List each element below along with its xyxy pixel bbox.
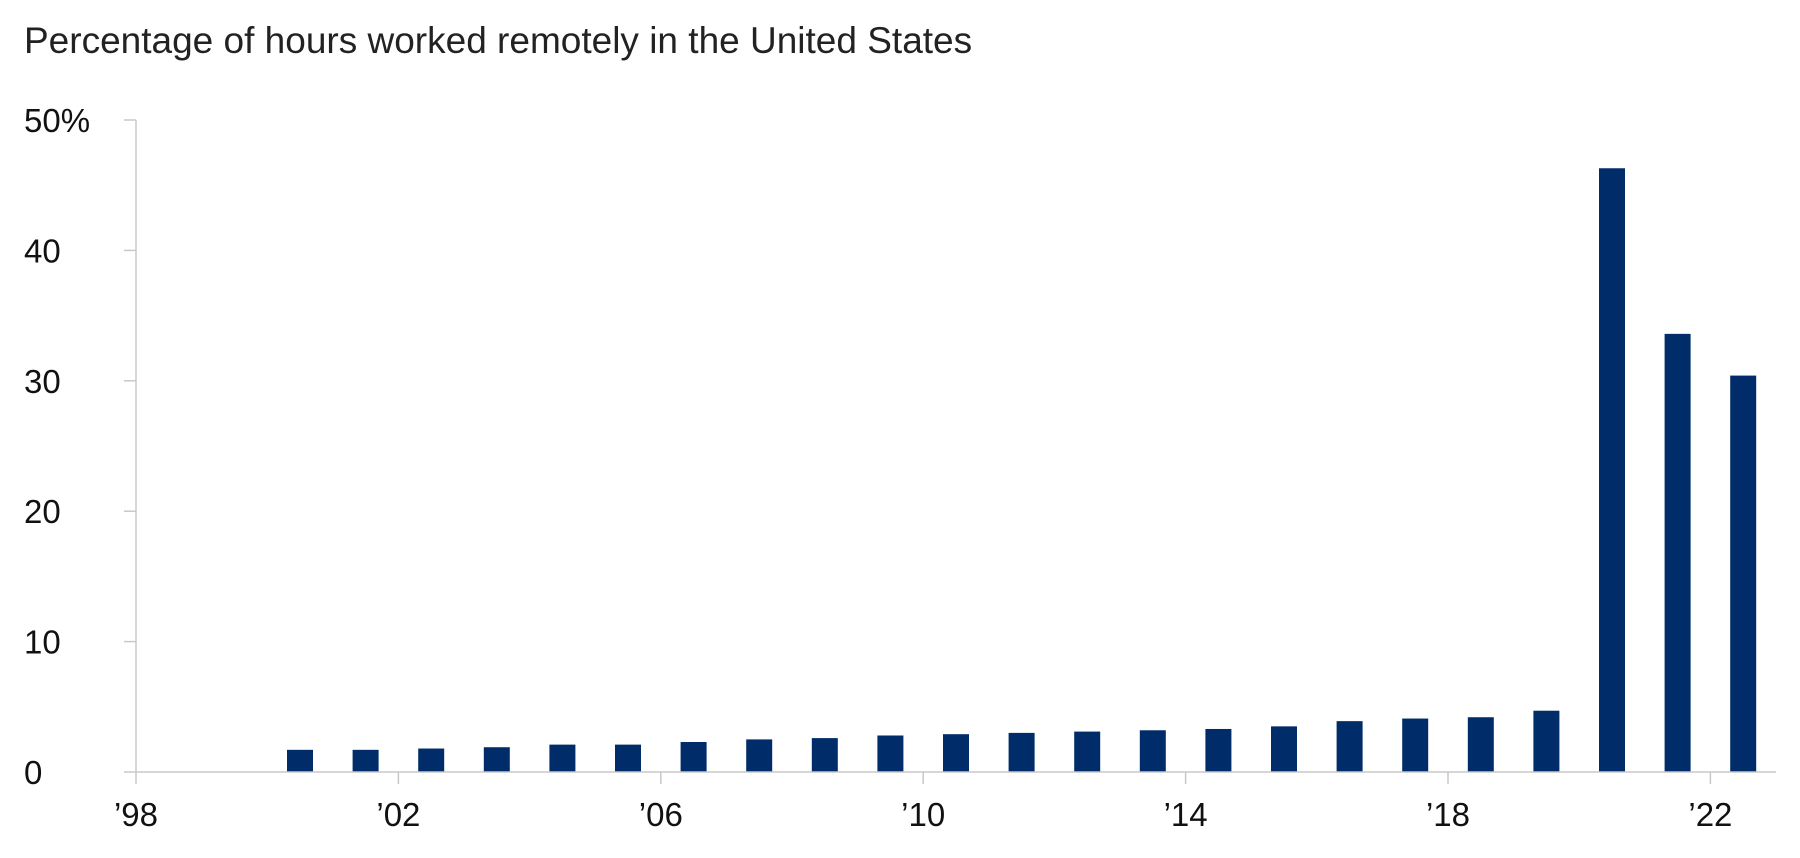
bar-2011 [1008,732,1035,772]
y-tick-label: 10 [24,624,61,661]
bar-2019 [1533,710,1560,772]
labels-layer: 0 10 20 30 40 50% ’98 ’02 ’06 ’10 ’14 ’18 ’22 [24,102,1732,833]
bar-2006 [680,742,707,772]
x-tick-label: ’10 [901,796,945,833]
x-tick-label: ’06 [639,796,683,833]
bar-2020 [1599,168,1625,772]
x-tick-label: ’18 [1426,796,1470,833]
bar-2002 [418,748,445,772]
bar-2009 [877,735,904,772]
x-tick-label: ’02 [376,796,420,833]
bar-2000 [287,749,313,772]
bar-2005 [615,744,641,772]
y-tick-label: 20 [24,493,61,530]
bar-2022 [1730,375,1757,772]
bar-2004 [549,744,576,772]
bar-2008 [811,738,838,772]
chart-title: Percentage of hours worked remotely in t… [24,20,973,61]
y-tick-label: 0 [24,754,42,791]
bar-2018 [1467,717,1494,772]
bar-2003 [483,747,510,772]
bar-2015 [1271,726,1297,772]
bars-layer [287,168,1757,772]
bar-2016 [1336,721,1363,772]
bar-2007 [746,739,773,772]
bar-2010 [943,734,969,772]
y-tick-label: 40 [24,232,61,269]
bar-2012 [1074,731,1101,772]
x-tick-label: ’14 [1164,796,1208,833]
x-tick-label: ’98 [114,796,158,833]
bar-2001 [352,749,379,772]
bar-2013 [1139,730,1166,772]
bar-2021 [1664,333,1691,772]
x-tick-label: ’22 [1688,796,1732,833]
bar-2014 [1205,728,1232,772]
y-tick-label: 50% [24,102,90,139]
axes-layer [124,119,1776,784]
bar-2017 [1402,718,1429,772]
y-tick-label: 30 [24,363,61,400]
